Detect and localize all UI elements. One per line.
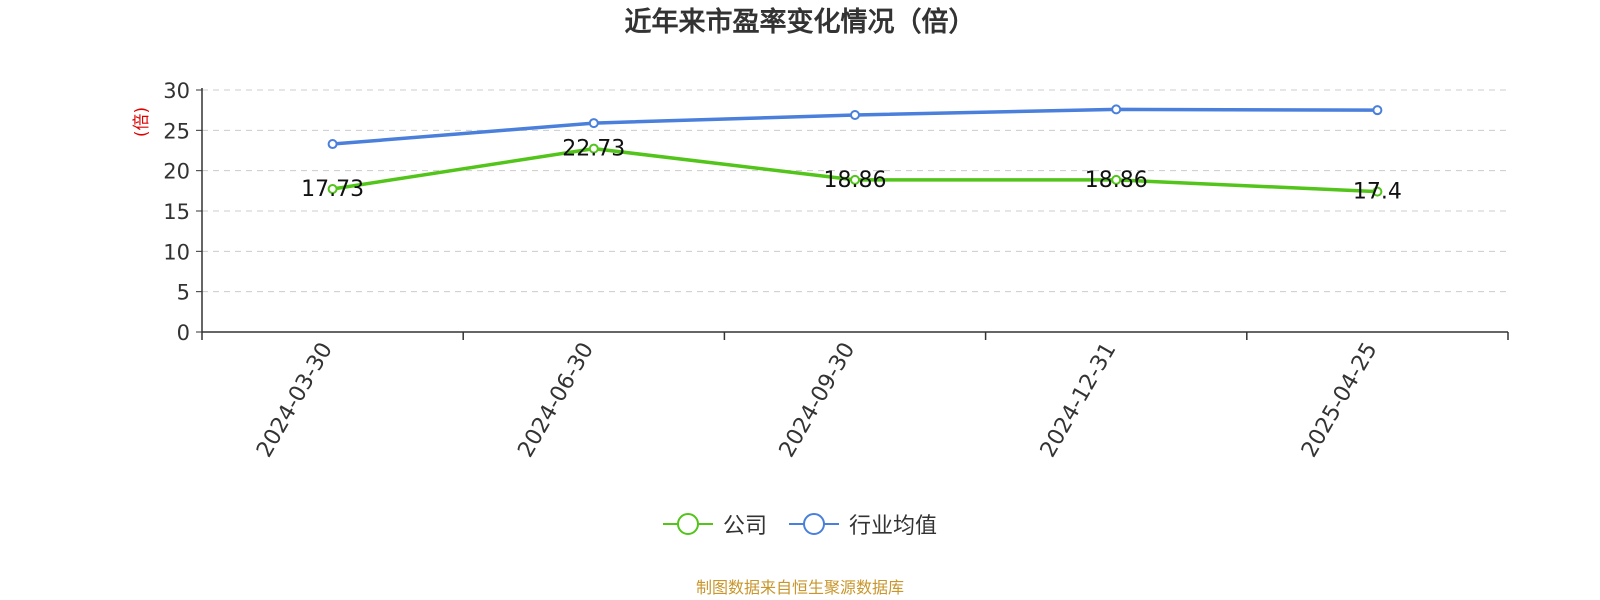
data-point[interactable] (850, 174, 860, 185)
legend-item-industry-average[interactable]: 行业均值 (789, 508, 937, 540)
data-point[interactable] (1111, 174, 1122, 185)
series-lines (327, 104, 1383, 197)
y-axis-label: (倍) (132, 107, 152, 137)
y-tick-label: 30 (163, 79, 190, 103)
data-labels: 17.73 22.73 18.86 18.86 17.4 (301, 137, 1402, 205)
chart-title: 近年来市盈率变化情况（倍） (624, 7, 976, 38)
x-tick-label: 2024-09-30 (775, 339, 861, 462)
data-point[interactable] (850, 110, 860, 121)
legend-marker-company-icon (662, 513, 713, 535)
grid-lines (202, 89, 1508, 293)
y-tick-label: 5 (177, 281, 190, 305)
data-label: 17.73 (301, 177, 364, 202)
data-point[interactable] (1372, 105, 1383, 116)
data-label: 18.86 (824, 168, 887, 193)
x-tick-label: 2024-12-31 (1036, 339, 1122, 462)
axes: 0 5 10 15 20 25 30 2024-03-30 2024-06-30 2024-09-… (163, 79, 1509, 462)
y-tick-label: 15 (163, 200, 190, 224)
y-tick-label: 0 (177, 321, 190, 345)
data-point[interactable] (588, 143, 599, 154)
data-point[interactable] (327, 139, 338, 150)
data-point[interactable] (327, 183, 338, 194)
data-point[interactable] (1372, 186, 1383, 197)
x-tick-label: 2024-06-30 (513, 339, 599, 462)
y-tick-label: 25 (163, 119, 190, 143)
y-tick-label: 20 (163, 160, 190, 184)
data-point[interactable] (1111, 104, 1122, 115)
data-point[interactable] (588, 118, 599, 129)
legend-item-company[interactable]: 公司 (662, 508, 767, 540)
legend: 公司 行业均值 (0, 508, 1600, 540)
data-label: 18.86 (1085, 168, 1148, 193)
legend-marker-industry-icon (789, 513, 839, 535)
x-tick-label: 2025-04-25 (1297, 339, 1383, 462)
y-tick-label: 10 (163, 240, 190, 264)
source-note: 制图数据来自恒生聚源数据库 (695, 578, 904, 597)
data-label: 17.4 (1353, 180, 1402, 205)
legend-label-industry-average: 行业均值 (849, 514, 938, 539)
legend-label-company: 公司 (722, 514, 767, 539)
x-tick-label: 2024-03-30 (252, 339, 338, 462)
data-label: 22.73 (562, 137, 625, 162)
